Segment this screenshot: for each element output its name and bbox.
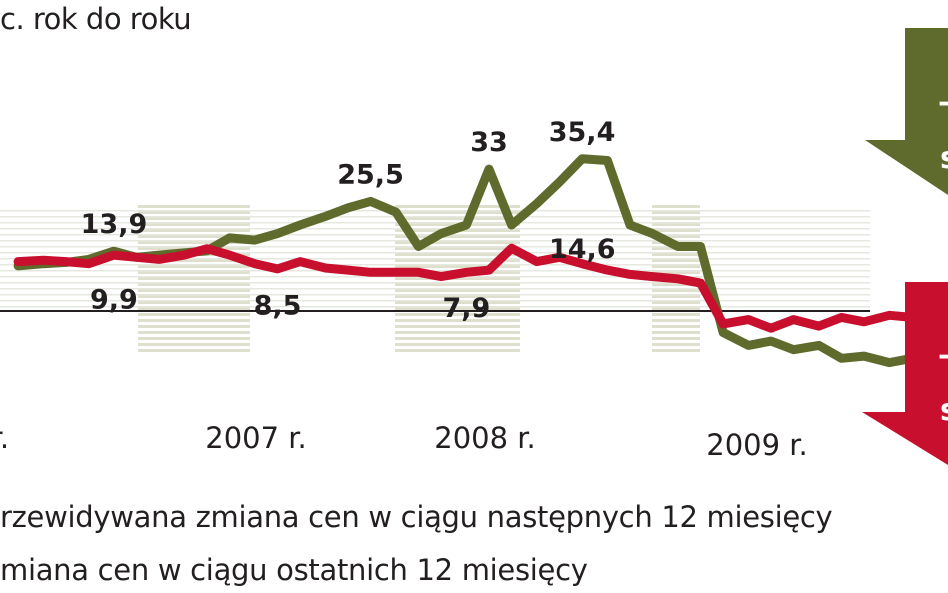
value-label: 25,5 [337, 159, 404, 190]
value-label: 14,6 [549, 234, 616, 265]
value-label: 33 [470, 127, 508, 158]
badge-value: – [938, 338, 948, 373]
badge-subtext: s [940, 141, 948, 176]
value-label: 7,9 [443, 293, 491, 324]
year-labels: 6 r. 2007 r. 2008 r. 2009 r. [0, 421, 808, 462]
legend-past-change: miana cen w ciągu ostatnich 12 miesięcy [0, 553, 588, 587]
year-label: 2008 r. [434, 421, 536, 455]
badge-subtext: s [940, 393, 948, 428]
year-band [138, 205, 250, 352]
year-label: 2009 r. [706, 428, 808, 462]
change-badges: –1s–s [862, 28, 948, 465]
year-label: 6 r. [0, 421, 9, 455]
unit-label: c. rok do roku [0, 2, 192, 36]
value-label: 13,9 [81, 209, 148, 240]
past-change-badge: –s [862, 282, 948, 465]
arrow-down-icon [865, 28, 948, 195]
arrow-down-icon [862, 282, 948, 465]
value-label: 8,5 [254, 290, 302, 321]
series-lines [13, 154, 940, 372]
legend-expected-change: rzewidywana zmiana cen w ciągu następnyc… [0, 500, 833, 534]
badge-value: –1 [938, 85, 948, 120]
past-change-line [13, 243, 940, 333]
value-labels: 13,9 25,5 33 35,4 14,6 9,9 8,5 7,9 [81, 117, 616, 324]
year-label: 2007 r. [205, 421, 307, 455]
expected-change-badge: –1 s [865, 28, 948, 195]
value-label: 35,4 [549, 117, 616, 148]
value-label: 9,9 [90, 284, 138, 315]
